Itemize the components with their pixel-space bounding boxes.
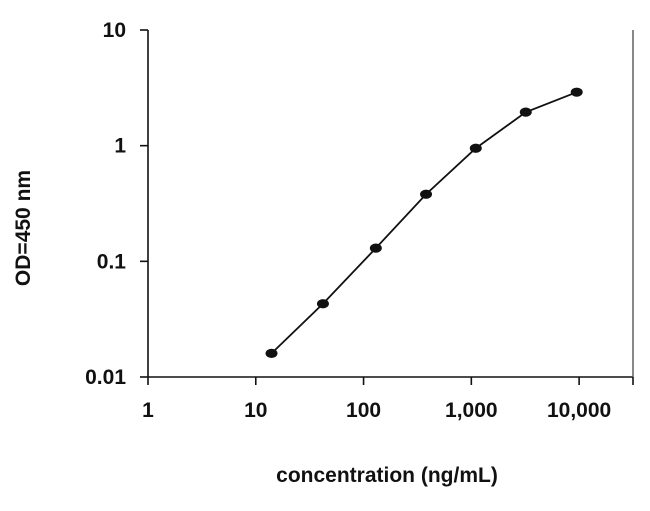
- data-point: [420, 189, 433, 199]
- x-tick-label: 100: [346, 399, 381, 422]
- ticks: 0.01 0.1 1 10 1 10 100 1,000 10,000: [85, 19, 634, 422]
- data-point: [570, 87, 583, 97]
- data-point: [369, 243, 382, 253]
- data-point: [316, 299, 329, 309]
- data-point: [519, 107, 532, 117]
- data-point: [469, 143, 482, 153]
- y-axis-title: OD=450 nm: [12, 170, 35, 286]
- y-tick-label: 0.1: [97, 250, 127, 273]
- y-tick-label: 0.01: [85, 366, 126, 389]
- x-tick-label: 1: [142, 399, 154, 422]
- y-tick-label: 10: [103, 19, 126, 42]
- x-tick-label: 1,000: [445, 399, 498, 422]
- x-tick-label: 10,000: [547, 399, 611, 422]
- x-axis-title: concentration (ng/mL): [276, 464, 498, 487]
- series-layer: [265, 87, 583, 358]
- axes: [147, 30, 634, 378]
- series-line: [270, 91, 578, 355]
- data-point: [265, 348, 278, 358]
- y-tick-label: 1: [114, 135, 126, 158]
- x-tick-label: 10: [244, 399, 267, 422]
